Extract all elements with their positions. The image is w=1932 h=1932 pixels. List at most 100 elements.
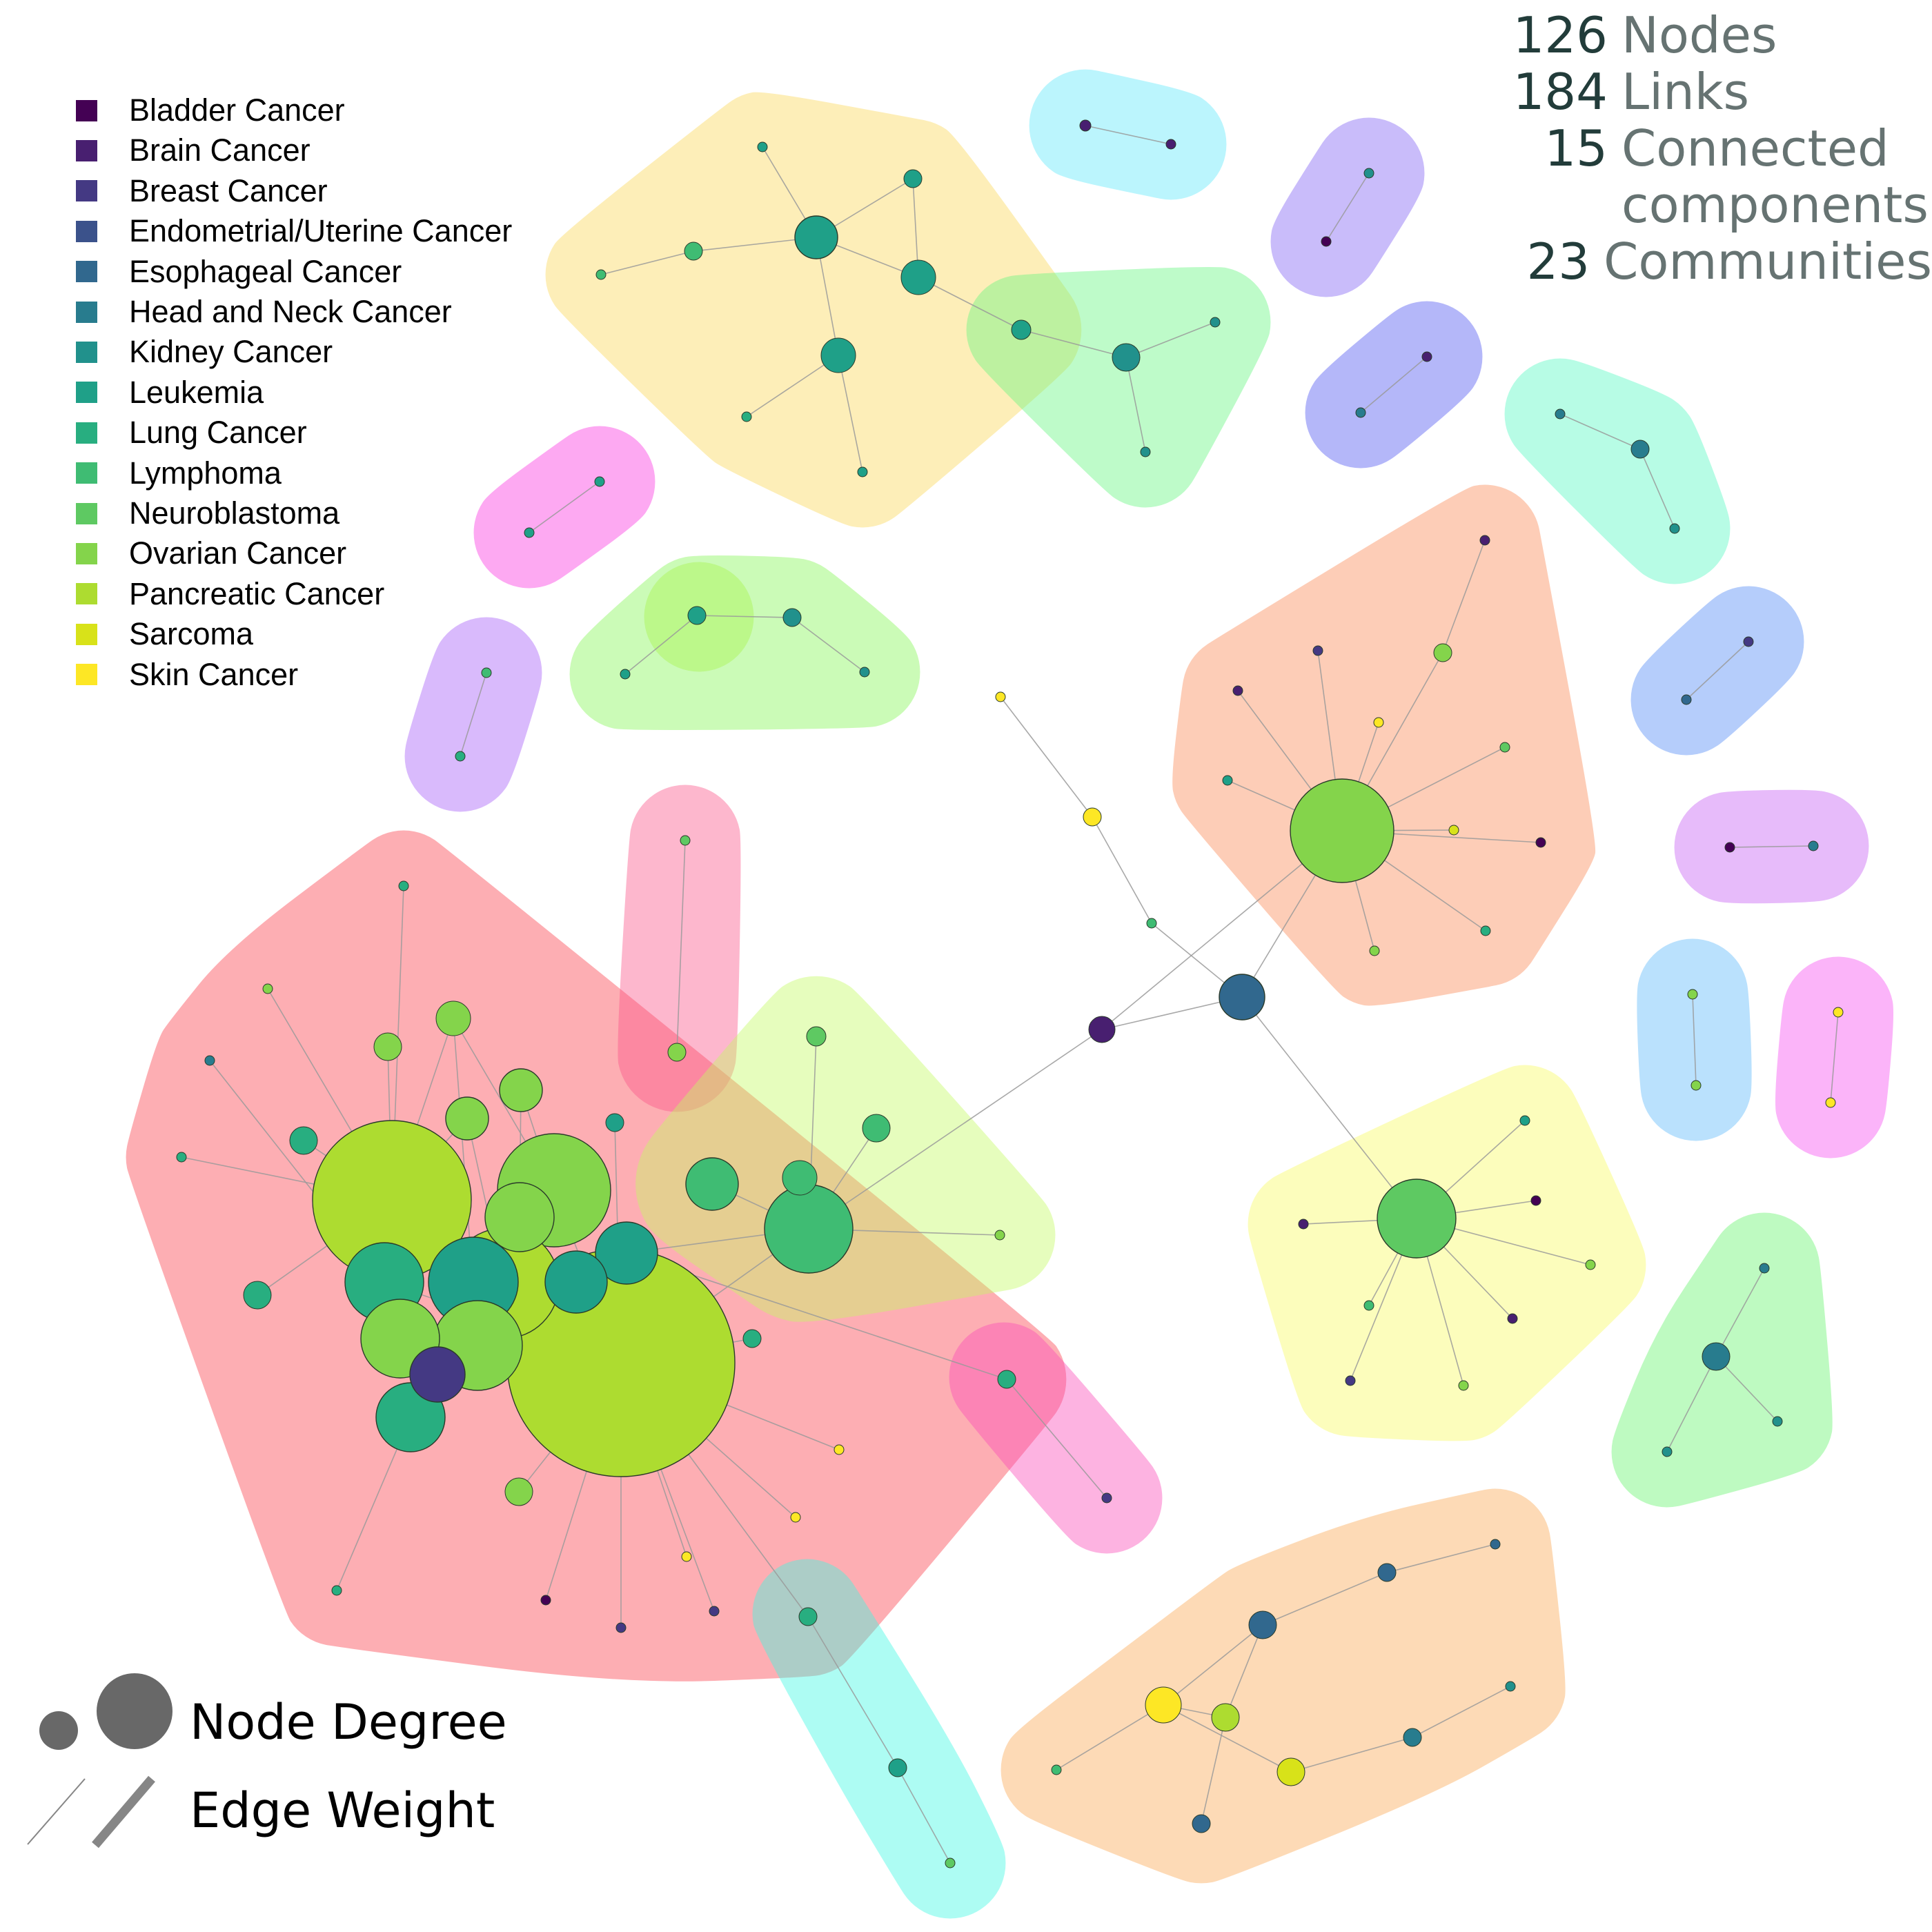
- node: [1724, 842, 1735, 853]
- node: [445, 1096, 489, 1141]
- stat-communities: 23 Communities: [1490, 233, 1932, 290]
- edge: [1163, 1704, 1292, 1773]
- edge: [1715, 1356, 1778, 1422]
- node: [1145, 1686, 1182, 1724]
- node-degree-label: Node Degree: [190, 1694, 507, 1751]
- node-degree-large-icon: [97, 1673, 172, 1749]
- node: [1585, 1259, 1596, 1270]
- legend-item: Lung Cancer: [76, 415, 307, 450]
- node: [798, 1607, 818, 1626]
- node: [1681, 694, 1692, 705]
- node: [859, 667, 870, 678]
- edge-weight-label: Edge Weight: [190, 1782, 495, 1839]
- legend-swatch: [76, 664, 97, 686]
- node: [204, 1055, 215, 1066]
- community-hull: [635, 976, 1056, 1322]
- edge: [696, 615, 793, 618]
- stat-value: 184: [1512, 63, 1608, 121]
- stat-label: Connected components: [1621, 119, 1929, 234]
- legend-label: Sarcoma: [129, 616, 254, 652]
- legend-item: Endometrial/Uterine Cancer: [76, 213, 512, 248]
- node: [888, 1758, 907, 1777]
- node: [1669, 523, 1680, 534]
- legend-label: Head and Neck Cancer: [129, 294, 452, 329]
- community-hulls: [126, 69, 1894, 1919]
- node: [1363, 1300, 1374, 1311]
- node: [1232, 685, 1243, 696]
- edge: [1360, 356, 1428, 413]
- legend-item: Sarcoma: [76, 616, 253, 651]
- node: [605, 1113, 624, 1132]
- node: [1507, 1313, 1518, 1324]
- node: [1112, 343, 1141, 372]
- edge-weight-thick-icon: [92, 1775, 155, 1849]
- node: [1211, 1703, 1240, 1732]
- community-hull: [1000, 1488, 1566, 1884]
- node: [1825, 1097, 1836, 1108]
- node: [595, 1221, 658, 1285]
- node: [1377, 1563, 1397, 1582]
- legend-swatch: [76, 422, 97, 444]
- node: [742, 1329, 762, 1348]
- legend-item: Pancreatic Cancer: [76, 576, 384, 611]
- edge: [1056, 1704, 1164, 1771]
- legend-label: Neuroblastoma: [129, 495, 340, 531]
- node: [1690, 1080, 1702, 1091]
- edge: [1163, 1624, 1263, 1706]
- edge: [600, 250, 694, 275]
- node: [1377, 1179, 1457, 1259]
- node: [499, 1068, 543, 1112]
- edge-weight-thin-icon: [27, 1778, 86, 1845]
- edge: [676, 840, 686, 1053]
- node: [455, 751, 466, 762]
- edge: [1325, 172, 1370, 242]
- node: [1079, 119, 1092, 132]
- legend-label: Leukemia: [129, 374, 264, 410]
- edge: [1290, 1737, 1413, 1773]
- node: [1743, 636, 1754, 647]
- edge: [460, 672, 487, 757]
- node: [243, 1281, 272, 1310]
- stat-label: Links: [1621, 63, 1749, 121]
- legend-label: Kidney Cancer: [129, 334, 333, 370]
- legend-item: Kidney Cancer: [76, 334, 333, 369]
- node: [1083, 807, 1102, 827]
- legend-swatch: [76, 220, 97, 242]
- node: [1630, 440, 1650, 459]
- node: [1833, 1007, 1844, 1018]
- edge: [791, 617, 865, 673]
- node: [1479, 535, 1490, 546]
- community-hull: [1172, 484, 1596, 1006]
- network-stats: 126 Nodes 184 Links 15 Connected compone…: [1490, 7, 1932, 290]
- stat-components: 15 Connected components: [1490, 120, 1932, 233]
- node: [1373, 717, 1384, 728]
- node: [1140, 446, 1151, 457]
- node: [1555, 408, 1566, 420]
- node: [331, 1585, 342, 1596]
- node: [615, 1622, 627, 1633]
- node: [1480, 925, 1491, 936]
- node: [1210, 317, 1221, 328]
- edge: [1125, 322, 1216, 358]
- legend-item: Breast Cancer: [76, 173, 328, 208]
- node: [1772, 1416, 1783, 1427]
- node: [997, 1370, 1016, 1389]
- node: [681, 1551, 692, 1562]
- node: [685, 1157, 739, 1211]
- node: [540, 1595, 551, 1606]
- node: [1519, 1115, 1530, 1126]
- node: [782, 1160, 818, 1196]
- edge: [1729, 845, 1814, 848]
- legend-label: Lymphoma: [129, 455, 282, 491]
- edge: [1000, 696, 1093, 818]
- legend-swatch: [76, 139, 97, 161]
- node: [435, 1000, 471, 1036]
- node: [903, 169, 923, 188]
- edge: [808, 1029, 1103, 1230]
- node: [684, 241, 703, 261]
- node: [1505, 1681, 1516, 1692]
- community-hull: [569, 555, 920, 730]
- node: [680, 835, 691, 846]
- legend-swatch: [76, 180, 97, 202]
- edge: [838, 355, 863, 473]
